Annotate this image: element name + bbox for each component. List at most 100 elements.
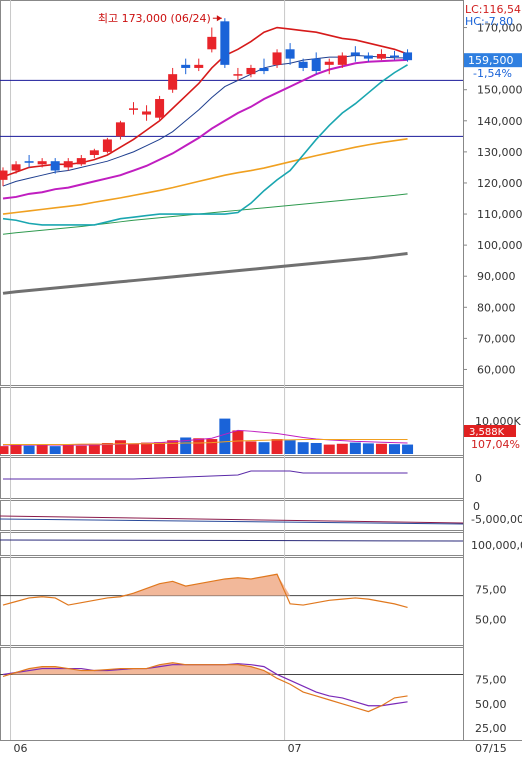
volume-bar[interactable] xyxy=(23,445,35,454)
ma60-line xyxy=(2,64,408,226)
volume-bar[interactable] xyxy=(167,440,179,454)
volume-bar[interactable] xyxy=(323,444,335,454)
volume-bar[interactable] xyxy=(49,446,61,454)
y-tick-label: 150,000 xyxy=(477,84,522,97)
volume-badge xyxy=(464,425,516,437)
candle-body[interactable] xyxy=(350,52,360,56)
indicator-panel-5 xyxy=(0,532,464,556)
indicator3-line xyxy=(3,470,408,480)
volume-bar[interactable] xyxy=(180,437,192,454)
y-tick-label: 110,000 xyxy=(477,208,522,221)
volume-bar[interactable] xyxy=(271,439,283,454)
volume-bar[interactable] xyxy=(258,442,270,454)
hc-label: HC:-7,80 xyxy=(465,15,513,28)
volume-ma20-line xyxy=(3,438,408,446)
candle-body[interactable] xyxy=(311,58,321,72)
candle-body[interactable] xyxy=(89,150,99,155)
y-tick-label: 100,000 xyxy=(477,239,522,252)
high-annotation-arrowhead xyxy=(216,15,222,22)
volume-bar[interactable] xyxy=(62,444,74,454)
osc2-tick-label: 25,00 xyxy=(475,722,507,735)
indicator4-line2 xyxy=(0,518,464,525)
y-tick-label: 90,000 xyxy=(477,270,516,283)
candle-body[interactable] xyxy=(0,170,8,180)
volume-bar[interactable] xyxy=(375,443,387,454)
lc-label: LC:116,54 xyxy=(465,3,521,16)
volume-bar[interactable] xyxy=(245,441,257,454)
candle-body[interactable] xyxy=(337,55,347,65)
candle-body[interactable] xyxy=(390,55,399,58)
candle-body[interactable] xyxy=(194,64,204,68)
candle-body[interactable] xyxy=(37,161,47,165)
candle-body[interactable] xyxy=(63,161,73,168)
volume-bar[interactable] xyxy=(154,442,166,454)
y-tick-label: 60,000 xyxy=(477,363,516,376)
volume-bar[interactable] xyxy=(141,442,153,454)
candle-body[interactable] xyxy=(115,122,125,137)
candle-body[interactable] xyxy=(246,67,256,75)
volume-bar[interactable] xyxy=(232,430,244,454)
x-tick-label: 07/15 xyxy=(475,742,507,755)
candle-body[interactable] xyxy=(50,161,60,171)
candle-body[interactable] xyxy=(376,53,386,59)
volume-bar[interactable] xyxy=(128,443,139,454)
indicator-panel-4 xyxy=(0,500,464,531)
volume-bar[interactable] xyxy=(114,440,126,454)
volume-bar[interactable] xyxy=(349,442,361,454)
volume-bar[interactable] xyxy=(101,442,113,454)
osc1-tick-label: 75,00 xyxy=(475,584,507,597)
candle-body[interactable] xyxy=(129,108,138,110)
ma120-line xyxy=(2,138,408,215)
candle-body[interactable] xyxy=(207,36,217,50)
volume-bar[interactable] xyxy=(10,445,22,454)
candle-body[interactable] xyxy=(220,21,230,65)
indicator4-line xyxy=(0,515,464,524)
candle-body[interactable] xyxy=(363,55,373,59)
volume-bar[interactable] xyxy=(0,446,9,454)
candle-body[interactable] xyxy=(168,74,178,90)
indicator5-tick: 100,000,0 xyxy=(471,539,522,552)
y-tick-label: 170,000 xyxy=(477,22,522,35)
volume-bar[interactable] xyxy=(297,442,309,454)
candle-body[interactable] xyxy=(11,164,21,171)
volume-bar[interactable] xyxy=(336,443,348,454)
candle-body[interactable] xyxy=(155,99,165,118)
volume-bar[interactable] xyxy=(36,444,48,454)
volume-bar[interactable] xyxy=(389,444,400,454)
osc1-tick-label: 50,00 xyxy=(475,613,507,626)
candle-body[interactable] xyxy=(24,161,34,163)
candle-body[interactable] xyxy=(259,67,269,72)
volume-bar[interactable] xyxy=(193,438,205,454)
candle-body[interactable] xyxy=(272,52,282,65)
candle-body[interactable] xyxy=(403,52,413,61)
y-tick-label: 140,000 xyxy=(477,115,522,128)
candle-body[interactable] xyxy=(285,49,295,59)
x-tick-label: 07 xyxy=(288,742,302,755)
volume-bar[interactable] xyxy=(88,443,100,454)
oscillator-panel-2 xyxy=(0,647,464,741)
volume-bar[interactable] xyxy=(402,444,414,454)
osc2-tick-label: 50,00 xyxy=(475,698,507,711)
candle-body[interactable] xyxy=(298,61,308,68)
oscillator-panel-1 xyxy=(0,557,464,646)
candle-body[interactable] xyxy=(324,61,334,65)
volume-tick-label: 10,000K xyxy=(475,415,521,428)
volume-bar[interactable] xyxy=(219,418,231,454)
indicator4-tick: -5,000,00 xyxy=(471,513,522,526)
candle-body[interactable] xyxy=(76,158,86,165)
volume-bar[interactable] xyxy=(206,439,218,454)
candle-body[interactable] xyxy=(142,111,152,115)
osc2-overbought-fill xyxy=(3,662,408,675)
candle-body[interactable] xyxy=(181,64,191,68)
y-tick-label: 80,000 xyxy=(477,301,516,314)
volume-bar[interactable] xyxy=(362,443,374,454)
volume-bar[interactable] xyxy=(310,442,322,454)
volume-bar[interactable] xyxy=(75,445,87,454)
candle-body[interactable] xyxy=(233,74,243,76)
ma480-line xyxy=(2,252,408,295)
candle-body[interactable] xyxy=(102,139,112,152)
volume-bar[interactable] xyxy=(284,440,296,454)
y-tick-label: 70,000 xyxy=(477,332,516,345)
